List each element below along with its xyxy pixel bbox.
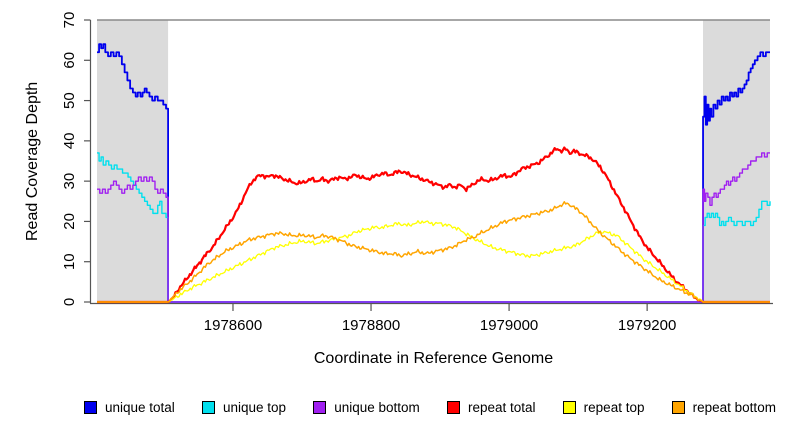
legend-label: unique total xyxy=(105,399,175,415)
legend-item-repeat-bottom: repeat bottom xyxy=(671,399,776,415)
x-tick-label: 1978800 xyxy=(342,317,400,334)
x-axis-title: Coordinate in Reference Genome xyxy=(313,350,554,367)
series-line-unique-top xyxy=(97,152,771,303)
legend-item-repeat-top: repeat top xyxy=(562,399,645,415)
legend-item-unique-total: unique total xyxy=(84,400,175,415)
series-line-repeat-bottom xyxy=(97,201,770,303)
legend: unique total unique top unique bottom repea… xyxy=(84,397,776,417)
series-line-repeat-top xyxy=(97,220,770,303)
legend-label: repeat top xyxy=(583,399,645,415)
y-tick-label: 20 xyxy=(61,213,78,230)
legend-label: repeat bottom xyxy=(692,399,776,415)
y-tick-label: 40 xyxy=(61,133,78,150)
legend-item-unique-bottom: unique bottom xyxy=(313,400,420,415)
y-tick-label: 0 xyxy=(61,298,78,306)
legend-swatch xyxy=(313,400,327,414)
series-line-repeat-total xyxy=(97,146,770,304)
legend-item-unique-top: unique top xyxy=(201,399,287,415)
x-tick-label: 1979200 xyxy=(618,317,676,334)
y-tick-label: 30 xyxy=(61,173,78,190)
legend-label: unique top xyxy=(222,399,287,415)
legend-swatch xyxy=(446,400,460,414)
legend-swatch xyxy=(562,400,576,414)
series-line-unique-bottom xyxy=(97,152,770,303)
legend-swatch xyxy=(201,400,215,414)
series-line-unique-total xyxy=(97,43,770,303)
y-tick-label: 10 xyxy=(61,253,78,270)
x-tick-label: 1979000 xyxy=(480,317,538,334)
legend-swatch xyxy=(671,400,685,414)
x-tick-label: 1978600 xyxy=(204,317,262,334)
legend-label: repeat total xyxy=(467,399,536,415)
legend-item-repeat-total: repeat total xyxy=(446,399,536,415)
legend-label: unique bottom xyxy=(334,399,420,415)
right-unique-region-shading xyxy=(703,20,770,302)
y-tick-label: 70 xyxy=(61,12,78,29)
y-tick-label: 50 xyxy=(61,92,78,109)
y-tick-label: 60 xyxy=(61,52,78,69)
legend-swatch xyxy=(84,400,97,414)
